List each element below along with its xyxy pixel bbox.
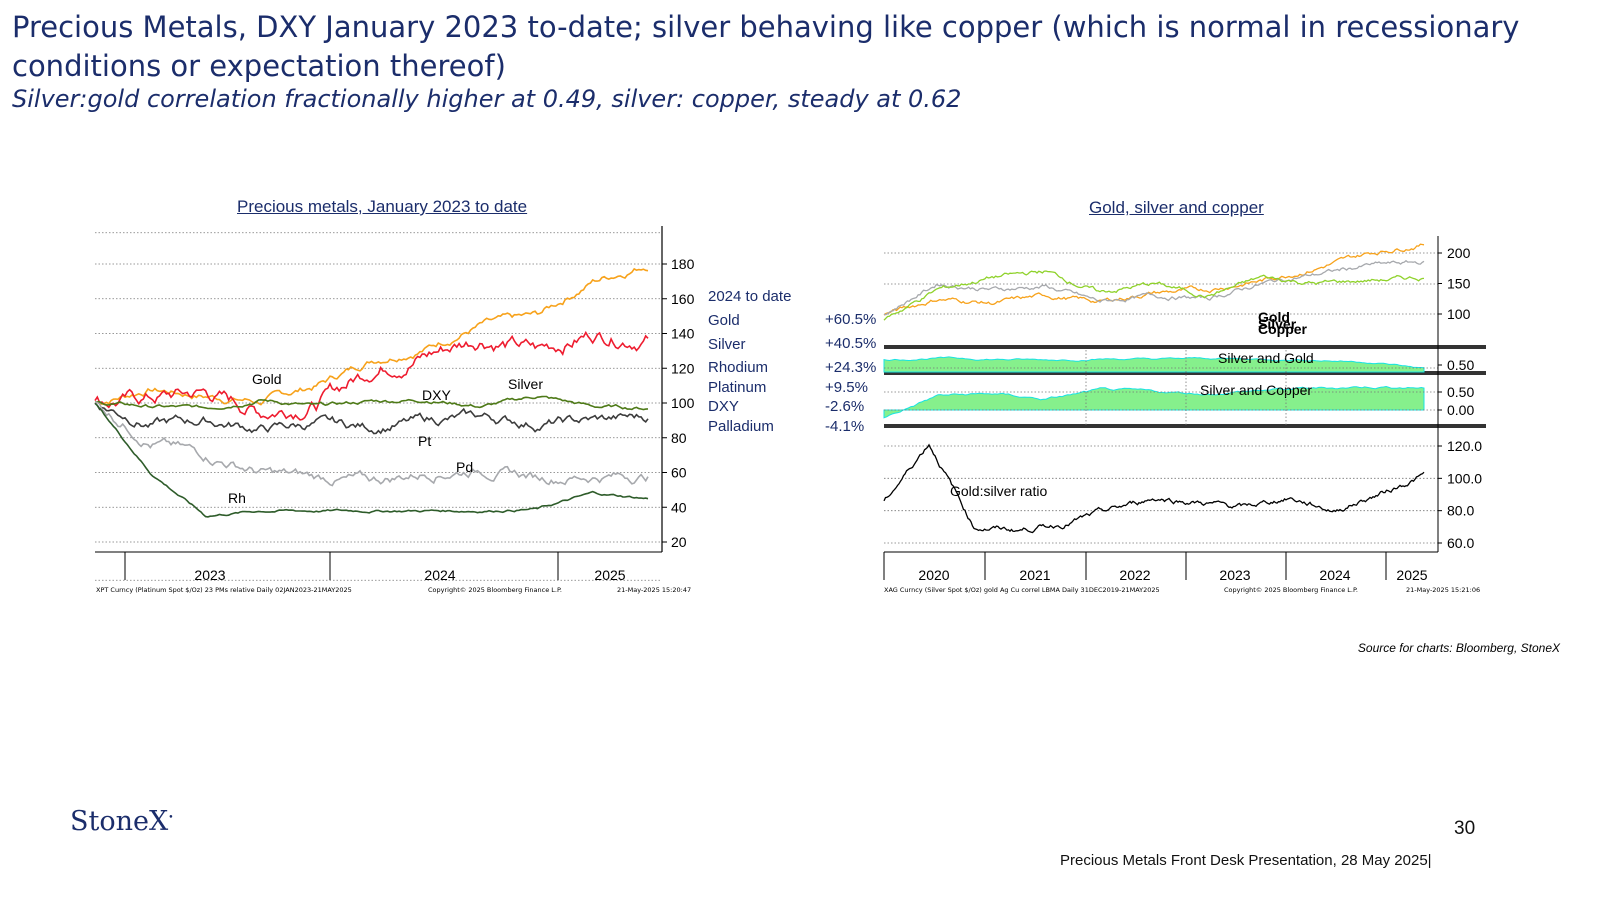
- price-line-copper: [883, 270, 1425, 321]
- legend-change-palladium: -4.1%: [825, 418, 865, 435]
- series-label-pd: Pd: [456, 459, 473, 475]
- legend-name-silver: Silver: [708, 336, 746, 353]
- legend-change-rhodium: +24.3%: [825, 359, 877, 376]
- left-ytick-label: 20: [671, 534, 687, 550]
- series-line-dxy: [94, 395, 649, 411]
- legend-heading: 2024 to date: [708, 288, 792, 305]
- ratio-label: Gold:silver ratio: [950, 483, 1047, 499]
- legend-name-rhodium: Rhodium: [708, 359, 769, 376]
- right-xtick-label: 2021: [1019, 567, 1050, 583]
- left-ytick-label: 40: [671, 499, 687, 515]
- left-ytick-label: 100: [671, 395, 695, 411]
- series-line-gold: [94, 267, 649, 406]
- series-line-silver: [94, 330, 649, 421]
- silver-copper-zero-label: 0.00: [1447, 402, 1474, 418]
- right-copyright: Copyright© 2025 Bloomberg Finance L.P.: [1224, 586, 1358, 594]
- series-label-dxy: DXY: [422, 387, 451, 403]
- price-label-gold: Gold: [1258, 309, 1290, 325]
- series-line-rh: [94, 402, 649, 518]
- legend-change-platinum: +9.5%: [825, 379, 868, 396]
- series-label-silver: Silver: [508, 376, 543, 392]
- right-xtick-label: 2025: [1396, 567, 1427, 583]
- price-line-silver: [883, 259, 1425, 316]
- slide-title: Precious Metals, DXY January 2023 to-dat…: [12, 10, 1520, 83]
- legend-change-silver: +40.5%: [825, 335, 877, 352]
- left-timestamp: 21-May-2025 15:20:47: [617, 586, 691, 594]
- price-ytick-label: 200: [1447, 245, 1471, 261]
- left-footnote: XPT Curncy (Platinum Spot $/Oz) 23 PMs r…: [96, 586, 352, 594]
- right-xtick-label: 2023: [1219, 567, 1250, 583]
- left-copyright: Copyright© 2025 Bloomberg Finance L.P.: [428, 586, 562, 594]
- price-ytick-label: 150: [1447, 276, 1471, 292]
- right-timestamp: 21-May-2025 15:21:06: [1406, 586, 1480, 594]
- left-ytick-label: 180: [671, 256, 695, 272]
- panel-separator: [884, 345, 1486, 349]
- ratio-ytick-label: 60.0: [1447, 535, 1474, 551]
- left-ytick-label: 80: [671, 430, 687, 446]
- price-ytick-label: 100: [1447, 306, 1471, 322]
- logo-text: StoneX: [70, 806, 169, 837]
- stonex-logo: StoneX•: [70, 806, 174, 837]
- panel-separator: [884, 371, 1486, 375]
- ratio-ytick-label: 100.0: [1447, 470, 1482, 486]
- silver-gold-label: Silver and Gold: [1218, 350, 1314, 366]
- panel-separator: [884, 424, 1486, 428]
- left-ytick-label: 160: [671, 291, 695, 307]
- source-note: Source for charts: Bloomberg, StoneX: [1357, 641, 1560, 655]
- left-ytick-label: 60: [671, 465, 687, 481]
- legend-name-dxy: DXY: [708, 398, 739, 415]
- footer-text: Precious Metals Front Desk Presentation,…: [1060, 852, 1432, 869]
- silver-copper-corr-area: [883, 385, 1425, 419]
- slide-subtitle: Silver:gold correlation fractionally hig…: [12, 85, 962, 113]
- left-xtick-label: 2025: [594, 567, 625, 583]
- right-xtick-label: 2020: [918, 567, 949, 583]
- legend-name-gold: Gold: [708, 312, 740, 329]
- series-line-pd: [94, 401, 649, 487]
- legend-change-dxy: -2.6%: [825, 398, 865, 415]
- left-ytick-label: 120: [671, 360, 695, 376]
- silver-copper-label: Silver and Copper: [1200, 382, 1312, 398]
- right-xtick-label: 2022: [1119, 567, 1150, 583]
- ratio-line: [883, 443, 1425, 534]
- series-label-pt: Pt: [418, 433, 431, 449]
- right-xtick-label: 2024: [1319, 567, 1350, 583]
- series-line-pt: [94, 402, 649, 435]
- silver-copper-ytick-label: 0.50: [1447, 384, 1474, 400]
- silver-gold-ytick-label: 0.50: [1447, 357, 1474, 373]
- legend-name-platinum: Platinum: [708, 379, 767, 396]
- series-label-rh: Rh: [228, 490, 246, 506]
- left-xtick-label: 2023: [194, 567, 225, 583]
- series-label-gold: Gold: [252, 371, 282, 387]
- price-label-copper: Copper: [1258, 321, 1308, 337]
- price-label-silver: Silver: [1258, 316, 1297, 332]
- price-line-gold: [883, 243, 1425, 316]
- left-xtick-label: 2024: [424, 567, 455, 583]
- legend-change-gold: +60.5%: [825, 311, 877, 328]
- page-number: 30: [1454, 818, 1476, 839]
- left-ytick-label: 140: [671, 326, 695, 342]
- legend-name-palladium: Palladium: [708, 418, 774, 435]
- ratio-ytick-label: 80.0: [1447, 503, 1474, 519]
- silver-gold-corr-area: [883, 356, 1425, 373]
- left-chart-title: Precious metals, January 2023 to date: [237, 197, 528, 216]
- right-footnote: XAG Curncy (Silver Spot $/Oz) gold Ag Cu…: [884, 586, 1160, 594]
- ratio-ytick-label: 120.0: [1447, 438, 1482, 454]
- right-chart-title: Gold, silver and copper: [1089, 198, 1264, 217]
